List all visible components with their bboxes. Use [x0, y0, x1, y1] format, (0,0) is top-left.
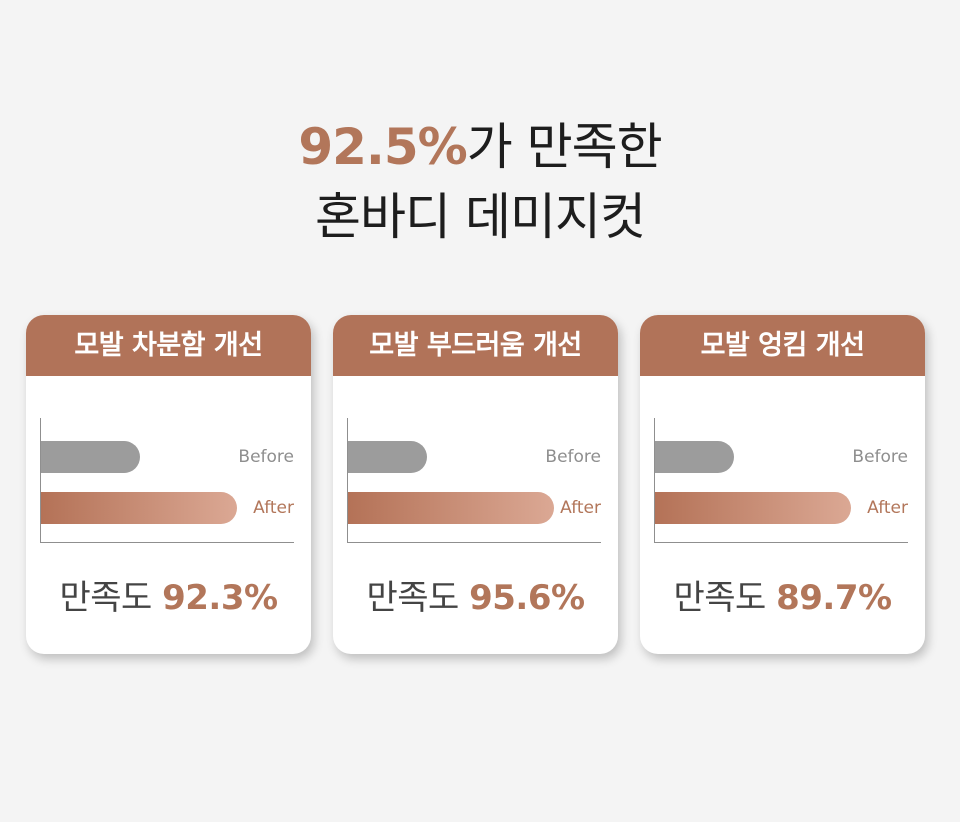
after-bar: [655, 492, 851, 524]
before-bar: [348, 441, 427, 473]
before-after-chart: Before After: [347, 418, 601, 543]
chart-y-axis: [654, 418, 655, 542]
satisfaction-label: 만족도: [366, 578, 459, 618]
chart-x-axis: [347, 542, 601, 543]
card-hair-softness: 모발 부드러움 개선 Before After 만족도 95.6%: [333, 315, 618, 654]
headline-highlight: 92.5%: [298, 118, 467, 176]
card-title: 모발 차분함 개선: [26, 315, 311, 376]
after-bar: [41, 492, 237, 524]
before-bar: [655, 441, 734, 473]
after-bar: [348, 492, 554, 524]
before-label: Before: [545, 447, 601, 467]
headline: 92.5%가 만족한 혼바디 데미지컷: [0, 112, 960, 252]
card-title: 모발 부드러움 개선: [333, 315, 618, 376]
chart-y-axis: [347, 418, 348, 542]
card-hair-tangle: 모발 엉킴 개선 Before After 만족도 89.7%: [640, 315, 925, 654]
headline-line-1: 92.5%가 만족한: [0, 112, 960, 182]
satisfaction-value: 89.7%: [776, 578, 892, 618]
satisfaction-label: 만족도: [673, 578, 766, 618]
headline-line-2: 혼바디 데미지컷: [315, 188, 646, 246]
before-bar: [41, 441, 140, 473]
satisfaction-value: 92.3%: [162, 578, 278, 618]
after-label: After: [560, 498, 601, 518]
headline-line-1-text: 가 만족한: [466, 118, 663, 176]
satisfaction-value: 95.6%: [469, 578, 585, 618]
satisfaction-label: 만족도: [59, 578, 152, 618]
after-label: After: [867, 498, 908, 518]
card-hair-calm: 모발 차분함 개선 Before After 만족도 92.3%: [26, 315, 311, 654]
card-title: 모발 엉킴 개선: [640, 315, 925, 376]
before-after-chart: Before After: [40, 418, 294, 543]
satisfaction-readout: 만족도 89.7%: [640, 573, 925, 623]
satisfaction-readout: 만족도 95.6%: [333, 573, 618, 623]
chart-y-axis: [40, 418, 41, 542]
after-label: After: [253, 498, 294, 518]
before-after-chart: Before After: [654, 418, 908, 543]
before-label: Before: [852, 447, 908, 467]
cards-row: 모발 차분함 개선 Before After 만족도 92.3% 모발 부드러움…: [0, 315, 960, 655]
satisfaction-readout: 만족도 92.3%: [26, 573, 311, 623]
chart-x-axis: [654, 542, 908, 543]
chart-x-axis: [40, 542, 294, 543]
before-label: Before: [238, 447, 294, 467]
